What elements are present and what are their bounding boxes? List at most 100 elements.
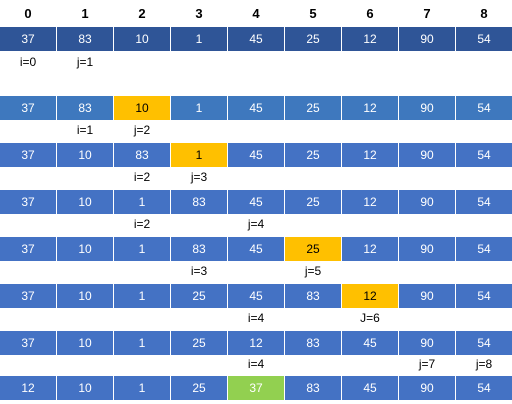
array-cell: 54 <box>456 331 512 355</box>
array-cell: 12 <box>0 376 56 400</box>
array-cell: 45 <box>342 331 398 355</box>
array-cell: 54 <box>456 27 512 51</box>
array-cell: 45 <box>228 284 284 308</box>
pointer-label: i=2 <box>133 170 151 184</box>
array-cell: 90 <box>399 284 455 308</box>
array-cell: 12 <box>342 237 398 261</box>
array-cell: 25 <box>285 190 341 214</box>
array-cell: 10 <box>57 376 113 400</box>
array-cell: 1 <box>171 96 227 120</box>
index-header-1: 1 <box>81 6 89 21</box>
array-cell: 45 <box>342 376 398 400</box>
pointer-label: j=7 <box>418 357 436 371</box>
array-cell: 25 <box>285 96 341 120</box>
array-cell: 37 <box>0 331 56 355</box>
array-cell: 45 <box>228 27 284 51</box>
index-header-0: 0 <box>24 6 32 21</box>
highlighted-cell: 12 <box>342 284 398 308</box>
array-row-7: 37 10 1 25 12 83 45 90 54 <box>0 331 512 355</box>
pointer-label: j=3 <box>190 170 208 184</box>
array-cell: 54 <box>456 190 512 214</box>
array-cell: 83 <box>57 96 113 120</box>
index-header-6: 6 <box>366 6 374 21</box>
array-cell: 54 <box>456 143 512 167</box>
array-cell: 10 <box>57 190 113 214</box>
pointer-label: i=2 <box>133 217 151 231</box>
array-cell: 45 <box>228 237 284 261</box>
array-cell: 83 <box>171 237 227 261</box>
array-cell: 37 <box>0 27 56 51</box>
array-cell: 83 <box>285 376 341 400</box>
array-cell: 37 <box>0 284 56 308</box>
highlighted-cell: 37 <box>228 376 284 400</box>
array-cell: 83 <box>114 143 170 167</box>
array-cell: 1 <box>171 27 227 51</box>
array-cell: 90 <box>399 376 455 400</box>
pointer-label: j=8 <box>475 357 493 371</box>
array-cell: 1 <box>114 331 170 355</box>
pointer-label: i=3 <box>190 264 208 278</box>
array-cell: 12 <box>342 96 398 120</box>
pointer-label: j=1 <box>76 55 94 69</box>
array-row-5: 37 10 1 83 45 25 12 90 54 <box>0 237 512 261</box>
array-cell: 90 <box>399 27 455 51</box>
array-cell: 90 <box>399 190 455 214</box>
pointer-label: i=0 <box>19 55 37 69</box>
array-cell: 45 <box>228 96 284 120</box>
index-header-4: 4 <box>252 6 260 21</box>
array-cell: 10 <box>57 284 113 308</box>
array-cell: 1 <box>114 237 170 261</box>
highlighted-cell: 25 <box>285 237 341 261</box>
array-row-8: 12 10 1 25 37 83 45 90 54 <box>0 376 512 400</box>
index-header-5: 5 <box>309 6 317 21</box>
array-cell: 54 <box>456 237 512 261</box>
index-header-7: 7 <box>423 6 431 21</box>
pointer-label: i=4 <box>247 311 265 325</box>
array-cell: 1 <box>114 190 170 214</box>
array-cell: 90 <box>399 96 455 120</box>
index-header-2: 2 <box>138 6 146 21</box>
array-cell: 83 <box>57 27 113 51</box>
array-row-2: 37 83 10 1 45 25 12 90 54 <box>0 96 512 120</box>
pointer-label: J=6 <box>360 311 380 325</box>
array-cell: 37 <box>0 237 56 261</box>
array-cell: 90 <box>399 237 455 261</box>
array-cell: 54 <box>456 376 512 400</box>
array-cell: 37 <box>0 143 56 167</box>
array-row-3: 37 10 83 1 45 25 12 90 54 <box>0 143 512 167</box>
highlighted-cell: 10 <box>114 96 170 120</box>
array-cell: 25 <box>171 284 227 308</box>
array-cell: 10 <box>57 143 113 167</box>
index-header-8: 8 <box>480 6 488 21</box>
array-cell: 83 <box>285 284 341 308</box>
array-cell: 12 <box>342 190 398 214</box>
array-cell: 45 <box>228 143 284 167</box>
array-cell: 37 <box>0 96 56 120</box>
array-cell: 37 <box>0 190 56 214</box>
array-cell: 90 <box>399 143 455 167</box>
pointer-label: i=1 <box>76 123 94 137</box>
array-cell: 12 <box>342 27 398 51</box>
index-header-3: 3 <box>195 6 203 21</box>
array-cell: 1 <box>114 376 170 400</box>
array-cell: 25 <box>285 143 341 167</box>
array-cell: 90 <box>399 331 455 355</box>
highlighted-cell: 1 <box>171 143 227 167</box>
array-cell: 83 <box>171 190 227 214</box>
array-cell: 10 <box>57 331 113 355</box>
array-cell: 10 <box>57 237 113 261</box>
array-cell: 1 <box>114 284 170 308</box>
pointer-label: j=2 <box>133 123 151 137</box>
array-cell: 25 <box>285 27 341 51</box>
array-cell: 25 <box>171 331 227 355</box>
array-row-4: 37 10 1 83 45 25 12 90 54 <box>0 190 512 214</box>
array-cell: 54 <box>456 96 512 120</box>
array-cell: 12 <box>342 143 398 167</box>
pointer-label: j=5 <box>304 264 322 278</box>
array-cell: 10 <box>114 27 170 51</box>
array-row-6: 37 10 1 25 45 83 12 90 54 <box>0 284 512 308</box>
array-cell: 45 <box>228 190 284 214</box>
array-cell: 12 <box>228 331 284 355</box>
pointer-label: i=4 <box>247 357 265 371</box>
array-cell: 54 <box>456 284 512 308</box>
